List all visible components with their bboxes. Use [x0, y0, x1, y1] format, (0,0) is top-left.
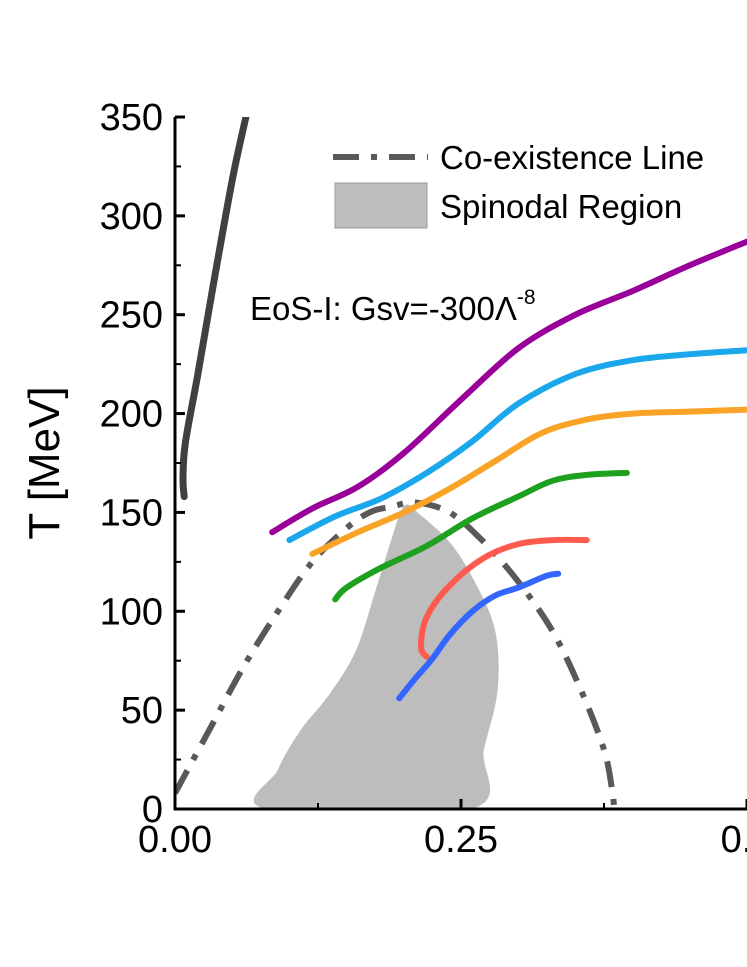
axes: 0 50 100 150 200 250 300 350 0.00 0.25 0.5 [100, 97, 747, 861]
x-tick-label: 0.5 [721, 819, 747, 861]
series-line-sky-blue [286, 347, 747, 544]
eos-annotation: EoS-I: Gsv=-300Λ-8 [250, 286, 536, 327]
series-line-orange [309, 406, 747, 557]
y-tick-label: 300 [100, 196, 163, 238]
annotation-lambda: Λ [495, 290, 517, 327]
legend-coexistence-label: Co-existence Line [440, 139, 704, 176]
series-line-red [418, 536, 590, 660]
y-tick-label: 50 [121, 690, 163, 732]
coexistence-line [175, 499, 618, 809]
x-tick-label: 0.00 [138, 819, 212, 861]
annotation-prefix: EoS-I: Gsv=-300 [250, 290, 495, 327]
series-layer [179, 117, 747, 702]
y-tick-label: 200 [100, 394, 163, 436]
y-tick-label: 0 [142, 789, 163, 831]
series-line-purple [269, 238, 747, 536]
y-tick-label: 350 [100, 97, 163, 139]
y-tick-label: 150 [100, 492, 163, 534]
series-line-blue [396, 570, 562, 702]
y-tick-label: 100 [100, 591, 163, 633]
legend: Co-existence Line Spinodal Region [333, 139, 704, 229]
series-line-dark-gray [179, 117, 250, 501]
spinodal-region [253, 504, 499, 809]
x-tick-label: 0.25 [424, 819, 498, 861]
annotation-exponent: -8 [517, 286, 536, 309]
legend-spinodal-swatch [334, 182, 428, 229]
y-axis-title: T [MeV] [20, 386, 69, 539]
y-tick-label: 250 [100, 295, 163, 337]
legend-spinodal-label: Spinodal Region [440, 188, 682, 225]
plot-area [175, 117, 747, 809]
series-line-green [332, 469, 630, 603]
